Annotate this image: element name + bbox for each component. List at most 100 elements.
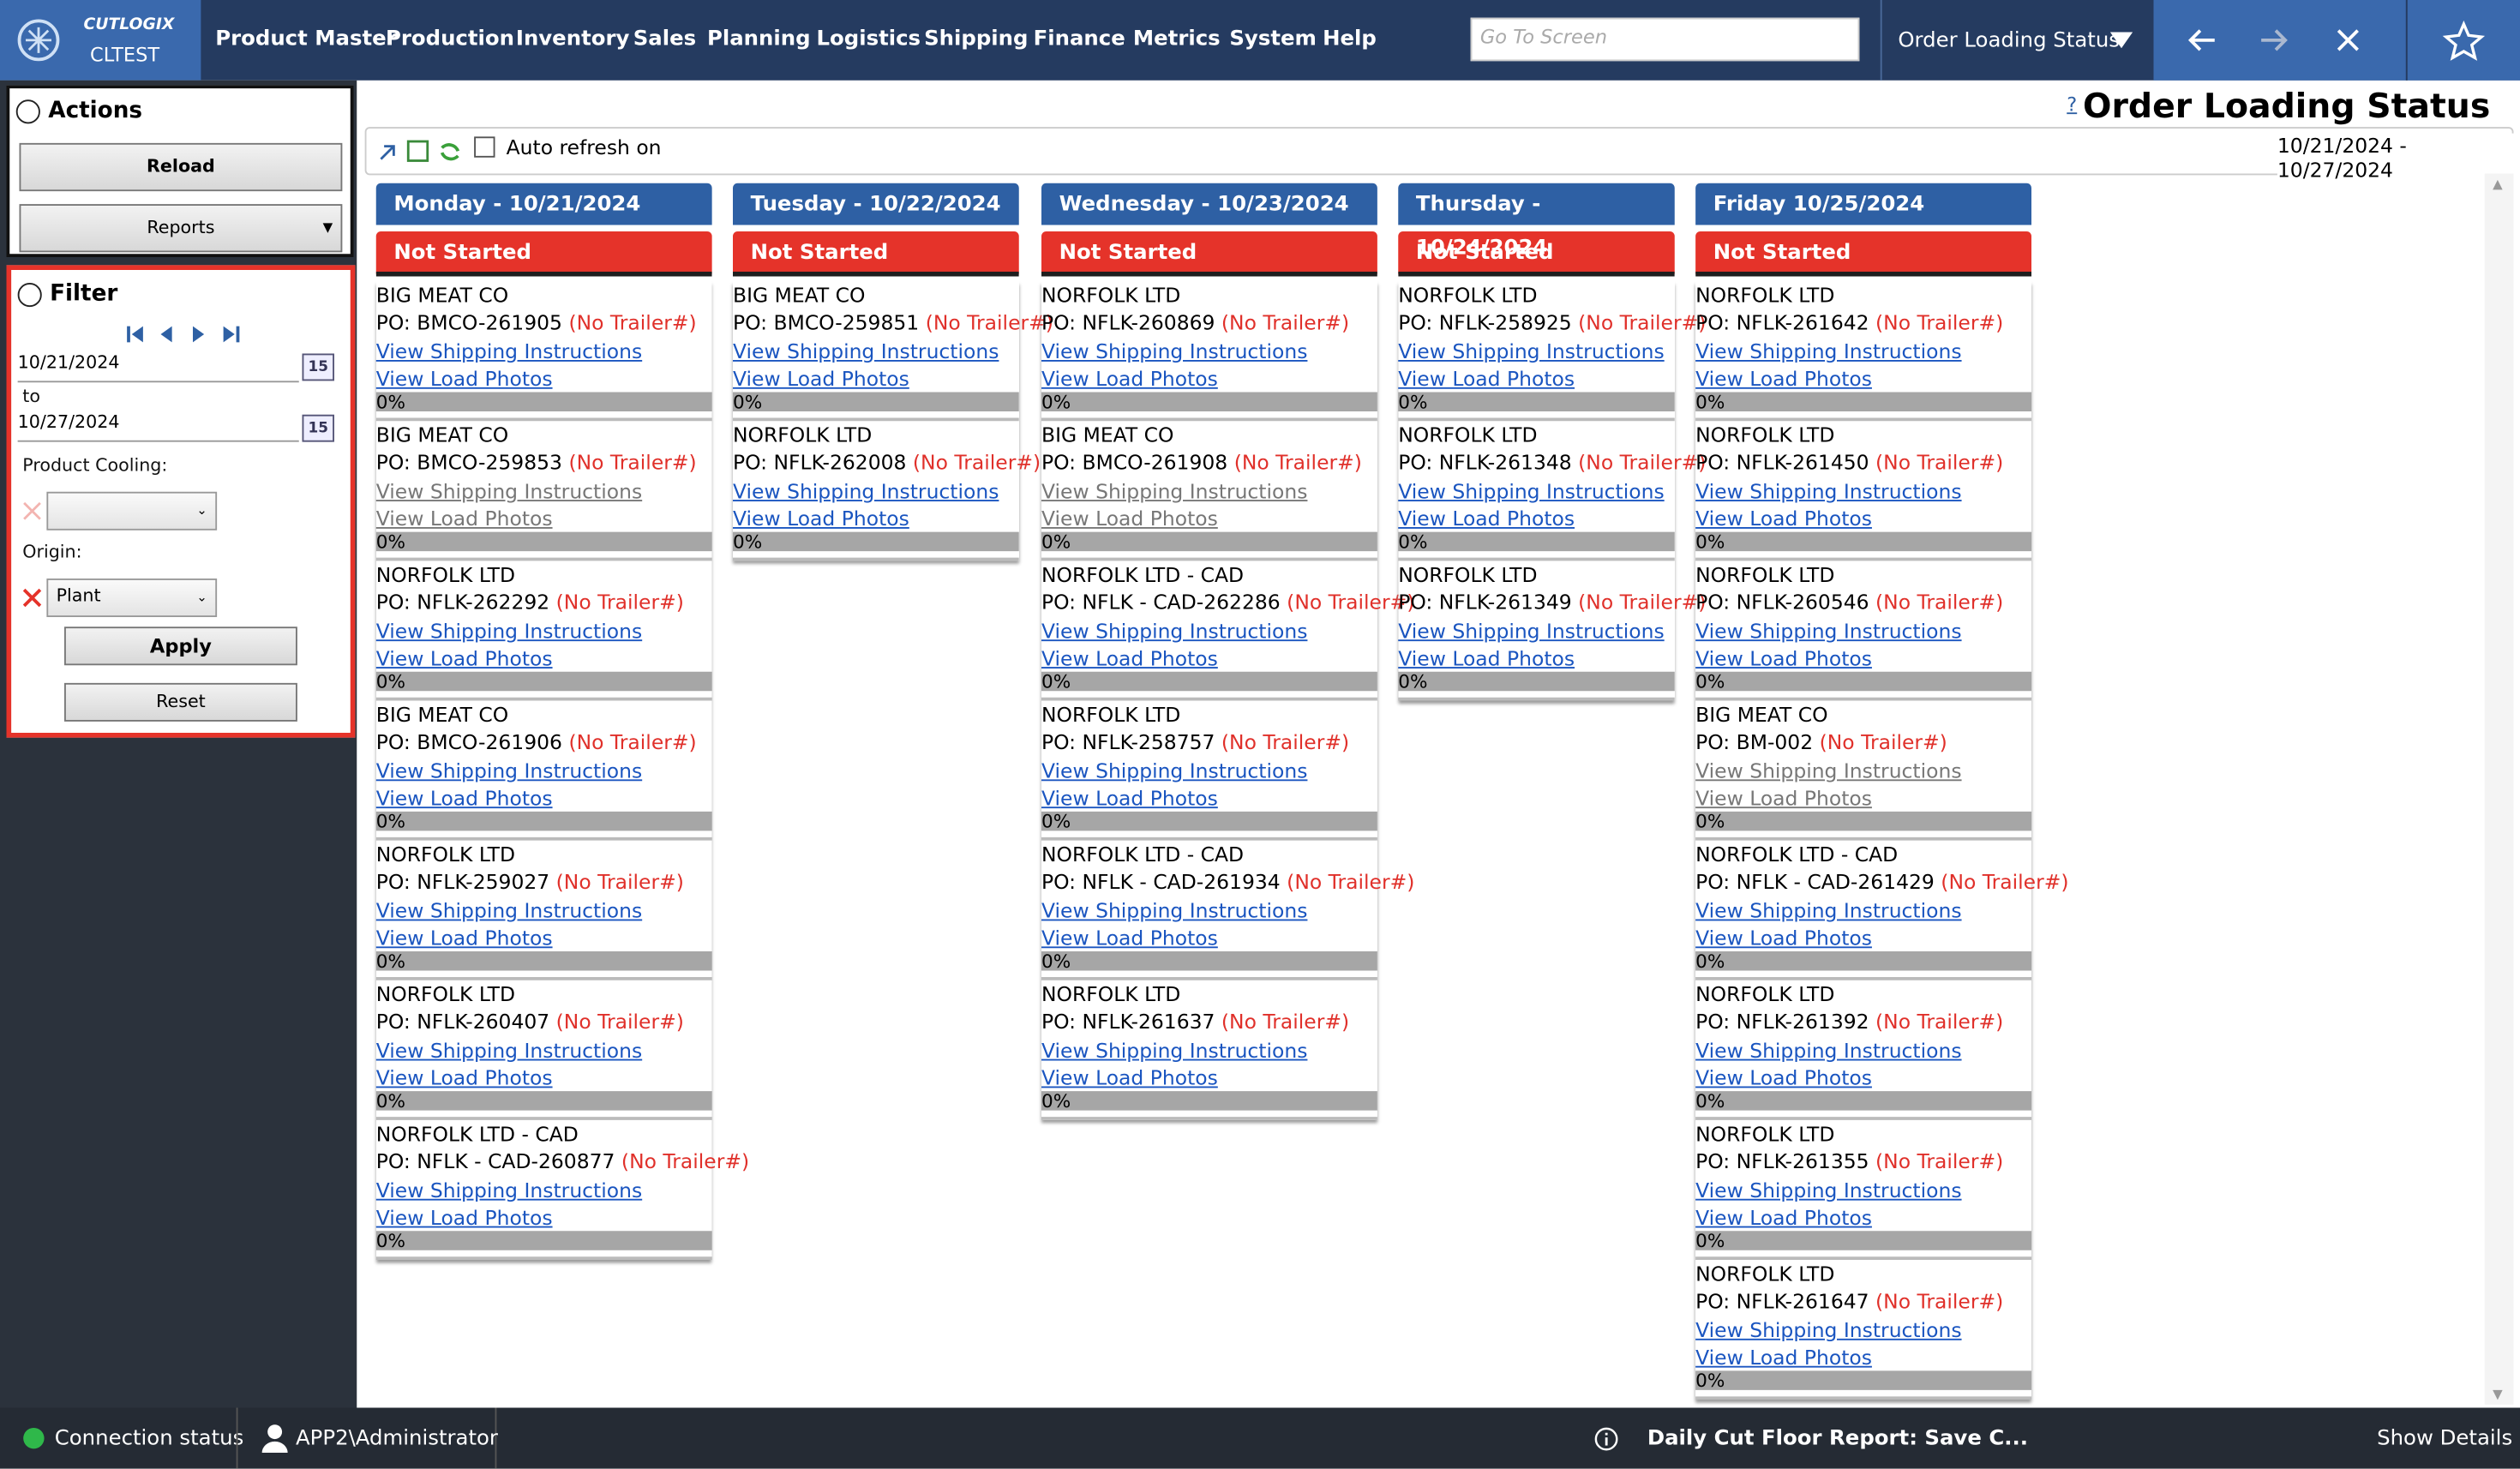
- toolbar-icons[interactable]: [375, 136, 465, 165]
- menu-item[interactable]: Production: [386, 27, 514, 51]
- photos-link[interactable]: View Load Photos: [1695, 785, 1872, 810]
- connection-status[interactable]: Connection status: [54, 1427, 244, 1452]
- user-name[interactable]: APP2\Administrator: [296, 1427, 498, 1452]
- apply-button[interactable]: Apply: [64, 627, 297, 666]
- shipping-link[interactable]: View Shipping Instructions: [375, 338, 643, 363]
- shipping-link[interactable]: View Shipping Instructions: [1695, 897, 1962, 922]
- photos-link[interactable]: View Load Photos: [1695, 1205, 1872, 1230]
- shipping-link[interactable]: View Shipping Instructions: [1041, 338, 1308, 363]
- calendar-icon[interactable]: 15: [302, 414, 334, 442]
- menu-item[interactable]: Help: [1323, 27, 1377, 51]
- menu-item[interactable]: Finance: [1033, 27, 1125, 51]
- calendar-icon[interactable]: 15: [302, 353, 334, 381]
- photos-link[interactable]: View Load Photos: [1695, 1064, 1872, 1090]
- shipping-link[interactable]: View Shipping Instructions: [1695, 477, 1962, 503]
- day-column: Monday - 10/21/2024 Not Started BIG MEAT C…: [375, 183, 749, 1260]
- auto-refresh-checkbox[interactable]: [474, 136, 495, 158]
- menu-item[interactable]: Planning: [707, 27, 811, 51]
- shipping-link[interactable]: View Shipping Instructions: [375, 618, 643, 643]
- menu-item[interactable]: System: [1229, 27, 1317, 51]
- photos-link[interactable]: View Load Photos: [375, 925, 553, 950]
- reports-select[interactable]: Reports ▼: [19, 204, 343, 253]
- photos-link[interactable]: View Load Photos: [1695, 506, 1872, 531]
- origin-select[interactable]: Plant ⌄: [46, 579, 218, 617]
- shipping-link[interactable]: View Shipping Instructions: [733, 477, 999, 503]
- menu-item[interactable]: Shipping: [924, 27, 1029, 51]
- shipping-link[interactable]: View Shipping Instructions: [375, 897, 643, 922]
- photos-link[interactable]: View Load Photos: [375, 506, 553, 531]
- photos-link[interactable]: View Load Photos: [1398, 506, 1575, 531]
- menu-item[interactable]: Logistics: [816, 27, 921, 51]
- trailer: (No Trailer#): [1875, 1289, 2004, 1314]
- logo[interactable]: CUTLOGIX CLTEST: [0, 0, 201, 81]
- photos-link[interactable]: View Load Photos: [375, 366, 553, 391]
- reload-button[interactable]: Reload: [19, 142, 343, 192]
- photos-link[interactable]: View Load Photos: [375, 645, 553, 670]
- photos-link[interactable]: View Load Photos: [375, 785, 553, 810]
- photos-link[interactable]: View Load Photos: [1398, 645, 1575, 670]
- show-details[interactable]: Show Details: [2377, 1427, 2513, 1452]
- clear-icon[interactable]: [21, 586, 43, 609]
- status-header: Not Started: [1398, 231, 1675, 277]
- shipping-link[interactable]: View Shipping Instructions: [1041, 1037, 1308, 1062]
- photos-link[interactable]: View Load Photos: [733, 506, 909, 531]
- shipping-link[interactable]: View Shipping Instructions: [375, 758, 643, 782]
- shipping-link[interactable]: View Shipping Instructions: [1695, 1316, 1962, 1341]
- shipping-link[interactable]: View Shipping Instructions: [1398, 618, 1665, 643]
- shipping-link[interactable]: View Shipping Instructions: [1695, 758, 1962, 782]
- shipping-link[interactable]: View Shipping Instructions: [1041, 758, 1308, 782]
- photos-link[interactable]: View Load Photos: [1041, 645, 1218, 670]
- shipping-link[interactable]: View Shipping Instructions: [1041, 477, 1308, 503]
- menu-item[interactable]: Sales: [633, 27, 697, 51]
- photos-link[interactable]: View Load Photos: [1695, 1345, 1872, 1370]
- end-date[interactable]: 10/27/2024: [17, 411, 299, 442]
- filter-title[interactable]: Filter: [50, 281, 118, 308]
- nav-icons[interactable]: [2154, 0, 2406, 81]
- shipping-link[interactable]: View Shipping Instructions: [1041, 897, 1308, 922]
- scrollbar[interactable]: ▲ ▼: [2484, 173, 2514, 1405]
- progress-bar: 0%: [1695, 951, 2031, 971]
- shipping-link[interactable]: View Shipping Instructions: [1695, 338, 1962, 363]
- actions-title[interactable]: Actions: [48, 98, 143, 124]
- day-column: Friday 10/25/2024 Not Started NORFOLK LTD P…: [1695, 183, 2069, 1400]
- favorite[interactable]: [2405, 0, 2520, 81]
- photos-link[interactable]: View Load Photos: [1695, 366, 1872, 391]
- photos-link[interactable]: View Load Photos: [1695, 645, 1872, 670]
- start-date[interactable]: 10/21/2024: [17, 352, 299, 383]
- menu-item[interactable]: Inventory: [515, 27, 630, 51]
- po-number: PO: NFLK-258757: [1041, 729, 1215, 754]
- shipping-link[interactable]: View Shipping Instructions: [1041, 618, 1308, 643]
- clear-icon[interactable]: [21, 500, 43, 522]
- photos-link[interactable]: View Load Photos: [375, 1064, 553, 1090]
- shipping-link[interactable]: View Shipping Instructions: [375, 477, 643, 503]
- search-input[interactable]: Go To Screen: [1470, 17, 1860, 62]
- help-link[interactable]: ?: [2067, 93, 2078, 116]
- shipping-link[interactable]: View Shipping Instructions: [375, 1177, 643, 1202]
- photos-link[interactable]: View Load Photos: [1041, 785, 1218, 810]
- photos-link[interactable]: View Load Photos: [1695, 925, 1872, 950]
- photos-link[interactable]: View Load Photos: [1398, 366, 1575, 391]
- photos-link[interactable]: View Load Photos: [1041, 1064, 1218, 1090]
- shipping-link[interactable]: View Shipping Instructions: [1695, 618, 1962, 643]
- photos-link[interactable]: View Load Photos: [1041, 925, 1218, 950]
- shipping-link[interactable]: View Shipping Instructions: [733, 338, 999, 363]
- day-header: Wednesday - 10/23/2024: [1041, 183, 1377, 225]
- screen-select[interactable]: Order Loading Status: [1880, 0, 2156, 81]
- shipping-link[interactable]: View Shipping Instructions: [1398, 338, 1665, 363]
- shipping-link[interactable]: View Shipping Instructions: [1695, 1177, 1962, 1202]
- menu-item[interactable]: Metrics: [1132, 27, 1221, 51]
- shipping-link[interactable]: View Shipping Instructions: [375, 1037, 643, 1062]
- shipping-link[interactable]: View Shipping Instructions: [1398, 477, 1665, 503]
- photos-link[interactable]: View Load Photos: [1041, 366, 1218, 391]
- page-title: Order Loading Status: [2083, 87, 2491, 126]
- photos-link[interactable]: View Load Photos: [1041, 506, 1218, 531]
- shipping-link[interactable]: View Shipping Instructions: [1695, 1037, 1962, 1062]
- user-icon: [261, 1424, 288, 1453]
- cooling-select[interactable]: ⌄: [46, 491, 218, 531]
- po-number: PO: NFLK-261392: [1695, 1010, 1869, 1034]
- reset-button[interactable]: Reset: [64, 682, 297, 722]
- date-nav[interactable]: [123, 323, 246, 345]
- photos-link[interactable]: View Load Photos: [733, 366, 909, 391]
- photos-link[interactable]: View Load Photos: [375, 1205, 553, 1230]
- menu-item[interactable]: Product Master: [215, 27, 397, 51]
